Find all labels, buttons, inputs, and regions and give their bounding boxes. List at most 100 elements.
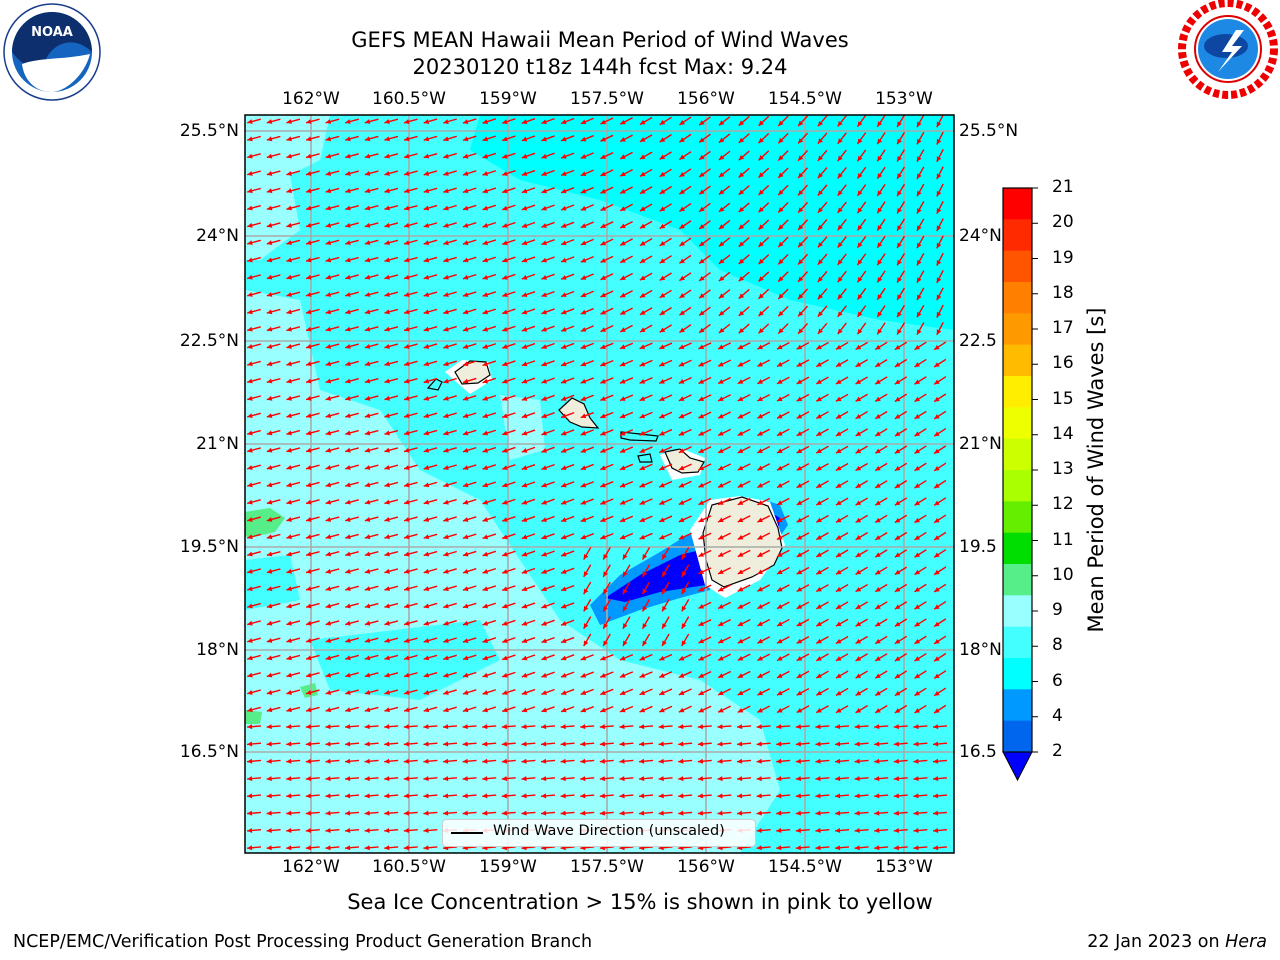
wind-arrow	[364, 205, 379, 211]
wind-arrow	[678, 653, 692, 661]
wind-arrow	[364, 620, 379, 626]
wind-arrow	[933, 393, 947, 403]
wind-arrow	[639, 394, 653, 402]
wind-arrow	[266, 672, 281, 678]
wind-arrow	[345, 585, 359, 592]
wind-arrow	[521, 688, 536, 695]
wind-arrow	[364, 637, 379, 643]
wind-arrow	[639, 220, 653, 229]
wind-arrow	[658, 463, 673, 471]
wind-arrow	[619, 151, 633, 160]
wind-arrow	[266, 429, 281, 436]
wind-arrow	[541, 239, 555, 246]
wind-arrow	[679, 168, 692, 178]
wind-arrow	[521, 169, 536, 176]
wind-arrow	[896, 253, 906, 266]
wind-arrow	[776, 776, 791, 782]
lat-label-left: 22.5°N	[179, 331, 239, 351]
wind-arrow	[521, 308, 536, 315]
wind-arrow	[423, 724, 438, 730]
wind-arrow	[580, 515, 594, 523]
wind-arrow	[423, 533, 438, 540]
wind-arrow	[521, 204, 536, 211]
wind-arrow	[932, 741, 948, 747]
wind-arrow	[423, 793, 438, 799]
wind-arrow	[619, 810, 634, 816]
wind-arrow	[776, 549, 790, 558]
wind-arrow	[501, 550, 516, 557]
wind-arrow	[462, 291, 477, 297]
colorbar-segment	[1003, 626, 1032, 659]
wind-arrow	[837, 305, 847, 318]
wind-arrow	[325, 326, 340, 332]
wind-arrow	[403, 776, 418, 782]
wind-arrow	[560, 671, 575, 678]
wind-arrow	[443, 620, 457, 626]
wind-arrow	[874, 827, 889, 833]
wind-arrow	[325, 378, 340, 384]
wind-arrow	[247, 256, 261, 263]
wind-arrow	[521, 221, 536, 228]
lanai	[637, 453, 653, 463]
wind-arrow	[247, 672, 261, 678]
wind-arrow	[757, 653, 771, 662]
wind-arrow	[286, 724, 301, 730]
wind-arrow	[482, 118, 497, 124]
wind-arrow	[560, 152, 575, 159]
wind-arrow	[602, 547, 611, 560]
wind-arrow	[541, 360, 555, 367]
wind-arrow	[777, 236, 789, 248]
wind-arrow	[658, 480, 673, 488]
wind-arrow	[266, 499, 281, 505]
wind-arrow	[736, 758, 752, 764]
wind-arrow	[266, 343, 281, 349]
wind-arrow	[797, 115, 809, 127]
wind-arrow	[443, 671, 457, 678]
wind-arrow	[698, 636, 712, 644]
wind-arrow	[344, 827, 360, 833]
wind-arrow	[560, 256, 575, 263]
wind-arrow	[286, 395, 301, 401]
wind-arrow	[796, 653, 810, 662]
wind-arrow	[815, 428, 829, 437]
wind-arrow	[678, 359, 692, 367]
wind-arrow	[661, 581, 670, 595]
wind-arrow	[736, 724, 752, 730]
wind-arrow	[501, 758, 516, 764]
wind-arrow	[580, 758, 595, 764]
wind-arrow	[423, 550, 438, 557]
wind-arrow	[658, 498, 673, 506]
wind-arrow	[266, 222, 281, 228]
wind-arrow	[619, 653, 634, 661]
wind-arrow	[462, 446, 477, 453]
wind-arrow	[932, 776, 948, 782]
wind-arrow	[423, 325, 438, 332]
wind-arrow	[443, 481, 457, 488]
lon-label-bottom: 156°W	[677, 857, 735, 877]
colorbar-segment	[1003, 282, 1032, 314]
wind-arrow	[345, 395, 359, 401]
wind-arrow	[247, 239, 261, 246]
wind-arrow	[423, 291, 438, 297]
wind-arrow	[266, 274, 281, 280]
wind-arrow	[345, 222, 359, 228]
wind-arrow	[286, 810, 301, 816]
wind-arrow	[325, 135, 340, 142]
wind-arrow	[602, 616, 611, 630]
wind-arrow	[914, 601, 927, 610]
wind-arrow	[462, 256, 477, 263]
wind-arrow	[286, 533, 301, 540]
wind-arrow	[757, 566, 771, 575]
wind-arrow	[896, 183, 906, 197]
wind-arrow	[622, 633, 631, 647]
wind-arrow	[914, 618, 927, 628]
wind-arrow	[776, 532, 790, 541]
wind-arrow	[622, 547, 631, 560]
wind-arrow	[403, 153, 418, 159]
wind-arrow	[364, 689, 379, 695]
wind-arrow	[659, 116, 672, 126]
wind-arrow	[521, 256, 536, 263]
wind-arrow	[364, 256, 379, 263]
wind-arrow	[246, 741, 262, 747]
wind-arrow	[325, 810, 340, 816]
